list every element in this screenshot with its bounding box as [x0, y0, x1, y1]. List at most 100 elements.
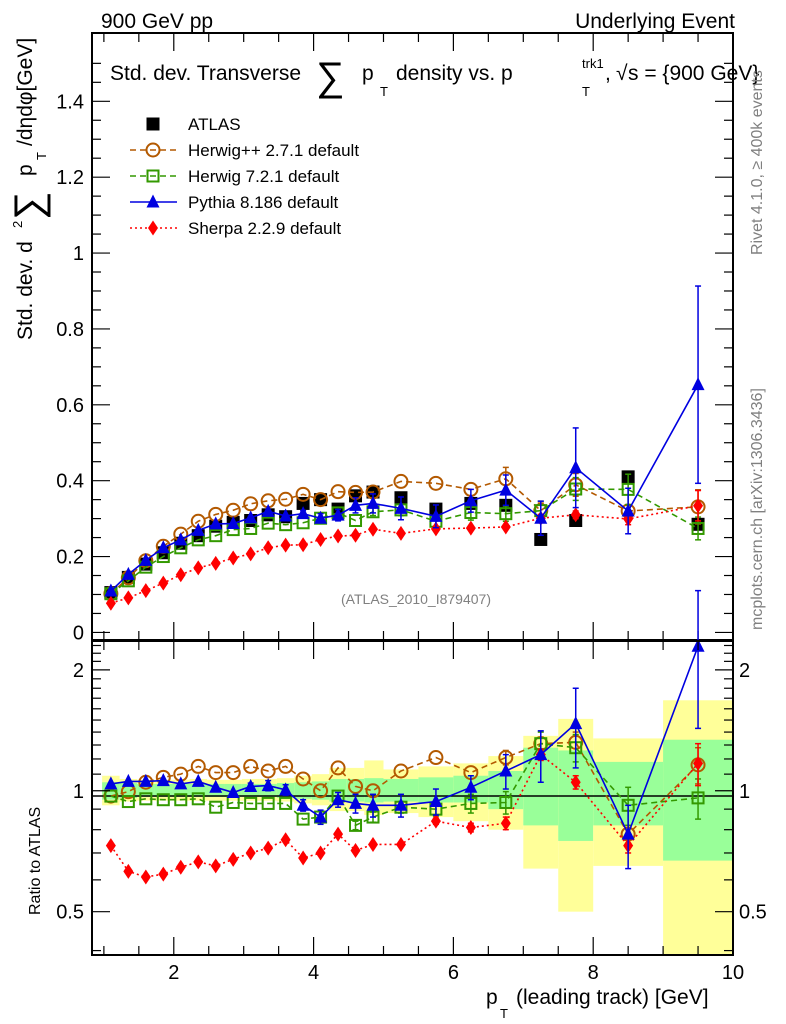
- legend-marker: [148, 220, 158, 236]
- data-point-pythia: [429, 508, 443, 522]
- data-point-pythia: [156, 540, 170, 554]
- y-tick-label: 0.2: [56, 547, 84, 569]
- data-point-sherpa: [395, 836, 406, 852]
- data-point-herwig7: [121, 795, 135, 809]
- data-point-herwig7: [261, 796, 275, 810]
- data-point-pythia: [331, 792, 345, 806]
- data-point-herwig7: [104, 789, 118, 803]
- data-point-pythia: [279, 508, 293, 522]
- data-point-pythia: [244, 510, 258, 524]
- header-right: Underlying Event: [575, 10, 735, 33]
- data-point-pythia: [366, 495, 380, 509]
- data-point-sherpa: [245, 546, 256, 562]
- data-point-sherpa: [570, 774, 581, 790]
- data-point-sherpa: [570, 507, 581, 523]
- legend-label: Sherpa 2.2.9 default: [188, 219, 341, 238]
- data-point-sherpa: [298, 850, 309, 866]
- legend-item-atlas: ATLAS: [146, 115, 241, 134]
- data-point-herwigpp: [295, 771, 311, 787]
- data-point-herwig7: [349, 818, 363, 832]
- title-mid: density vs. p: [396, 62, 513, 85]
- data-point-herwig7: [174, 793, 188, 807]
- data-point-sherpa: [263, 540, 274, 556]
- data-point-herwig7: [139, 792, 153, 806]
- title-s-eq: s = {900 GeV}: [628, 62, 759, 85]
- ylabel-p: p: [14, 164, 37, 176]
- data-point-herwigpp: [208, 765, 224, 781]
- data-point-atlas: [534, 532, 548, 546]
- data-point-sherpa: [228, 851, 239, 867]
- legend-marker: [146, 194, 160, 208]
- x-tick-label: 6: [448, 962, 459, 984]
- data-point-sherpa: [395, 525, 406, 541]
- ratio-y-tick-label-right: 1: [739, 781, 750, 803]
- ylabel-pre: Std. dev. d: [14, 241, 37, 340]
- data-point-herwigpp: [243, 496, 259, 512]
- data-point-pythia: [534, 510, 548, 524]
- data-point-herwigpp: [313, 783, 329, 799]
- legend-item-sherpa: Sherpa 2.2.9 default: [130, 219, 341, 238]
- data-point-pythia: [226, 516, 240, 530]
- series-line-sherpa: [110, 504, 699, 604]
- data-point-pythia: [121, 566, 135, 580]
- data-point-herwigpp: [348, 778, 364, 794]
- data-point-sherpa: [315, 845, 326, 861]
- data-point-sherpa: [430, 521, 441, 537]
- main-ticks: 0 0.2 0.4 0.6 0.8 1 1.2 1.4: [56, 33, 734, 644]
- y-tick-label: 1.2: [56, 167, 84, 189]
- data-point-pythia: [464, 779, 478, 793]
- data-point-sherpa: [693, 755, 704, 771]
- y-tick-label: 0.4: [56, 471, 84, 493]
- ratio-y-tick-label: 0.5: [56, 902, 84, 924]
- data-point-herwig7: [499, 795, 513, 809]
- data-point-pythia: [464, 493, 478, 507]
- data-point-pythia: [209, 516, 223, 530]
- data-point-sherpa: [333, 826, 344, 842]
- ratio-y-axis-label: Ratio to ATLAS: [27, 807, 44, 915]
- data-point-sherpa: [105, 595, 116, 611]
- data-point-sherpa: [193, 854, 204, 870]
- legend-label: ATLAS: [188, 115, 241, 134]
- ratio-y-tick-label-right: 0.5: [739, 902, 767, 924]
- data-point-herwig7: [261, 516, 275, 530]
- y-tick-label: 1.4: [56, 91, 84, 113]
- data-point-pythia: [621, 826, 635, 840]
- data-point-pythia: [691, 377, 705, 391]
- data-point-sherpa: [123, 863, 134, 879]
- data-point-pythia: [296, 797, 310, 811]
- series-line-sherpa: [110, 753, 699, 878]
- legend-label: Herwig 7.2.1 default: [188, 167, 339, 186]
- data-point-sherpa: [315, 531, 326, 547]
- data-point-sherpa: [123, 590, 134, 606]
- data-point-pythia: [534, 747, 548, 761]
- y-tick-label: 0.6: [56, 395, 84, 417]
- data-point-pythia: [314, 510, 328, 524]
- data-point-herwigpp: [190, 758, 206, 774]
- stat-uncertainty-band: [294, 782, 312, 799]
- data-point-herwig7: [349, 513, 363, 527]
- ratio-y-tick-label: 1: [73, 781, 84, 803]
- data-point-pythia: [569, 716, 583, 730]
- ratio-y-tick-label: 2: [73, 660, 84, 682]
- ratio-bands: [102, 700, 733, 955]
- data-point-pythia: [191, 522, 205, 536]
- data-point-pythia: [296, 506, 310, 520]
- data-point-sherpa: [350, 843, 361, 859]
- xlabel-sub-t: T: [500, 1006, 508, 1021]
- data-point-sherpa: [245, 845, 256, 861]
- ratio-frame: [91, 640, 734, 956]
- data-point-sherpa: [350, 527, 361, 543]
- data-point-pythia: [429, 794, 443, 808]
- data-point-pythia: [366, 797, 380, 811]
- data-point-herwig7: [209, 800, 223, 814]
- title-sigma: ∑: [316, 55, 345, 99]
- title-prefix: Std. dev. Transverse: [110, 62, 301, 85]
- legend-marker: [146, 169, 160, 183]
- y-tick-label: 0.8: [56, 319, 84, 341]
- data-point-pythia: [174, 532, 188, 546]
- y-tick-label: 0: [73, 622, 84, 644]
- data-point-sherpa: [693, 498, 704, 514]
- data-point-pythia: [349, 795, 363, 809]
- title-sqrt: √: [616, 62, 628, 85]
- series-line-herwig7: [110, 742, 699, 827]
